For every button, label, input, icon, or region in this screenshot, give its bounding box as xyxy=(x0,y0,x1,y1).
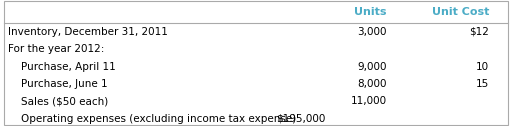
Text: Purchase, April 11: Purchase, April 11 xyxy=(8,62,116,72)
Text: 9,000: 9,000 xyxy=(357,62,387,72)
Text: Sales ($50 each): Sales ($50 each) xyxy=(8,96,109,106)
Text: Operating expenses (excluding income tax expense): Operating expenses (excluding income tax… xyxy=(8,114,296,124)
Text: Unit Cost: Unit Cost xyxy=(432,7,489,17)
Text: 8,000: 8,000 xyxy=(357,79,387,89)
Text: $195,000: $195,000 xyxy=(276,114,326,124)
Text: For the year 2012:: For the year 2012: xyxy=(8,44,104,54)
Text: 10: 10 xyxy=(476,62,489,72)
Text: 11,000: 11,000 xyxy=(350,96,387,106)
Text: $12: $12 xyxy=(469,27,489,37)
Text: 15: 15 xyxy=(476,79,489,89)
Text: Units: Units xyxy=(354,7,387,17)
Text: Inventory, December 31, 2011: Inventory, December 31, 2011 xyxy=(8,27,168,37)
Text: 3,000: 3,000 xyxy=(357,27,387,37)
Text: Purchase, June 1: Purchase, June 1 xyxy=(8,79,108,89)
